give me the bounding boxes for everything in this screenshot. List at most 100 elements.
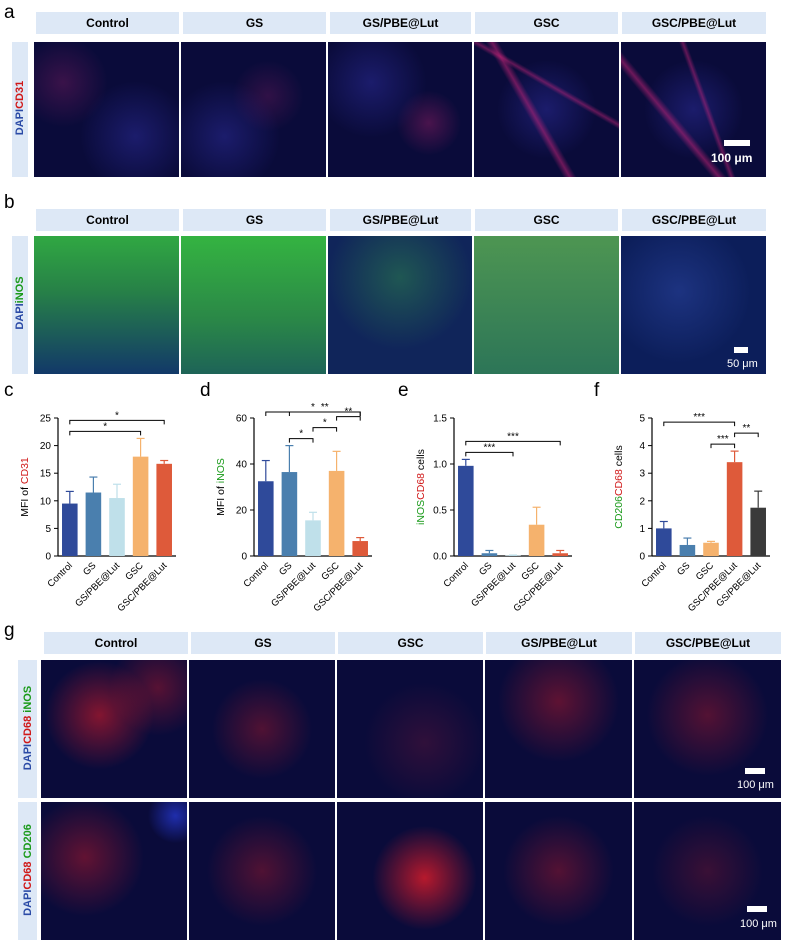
panel-label-f: f	[594, 380, 600, 401]
significance-label: ***	[693, 412, 705, 423]
y-tick-label: 4	[639, 441, 645, 452]
image-a-control	[34, 42, 179, 177]
image-b-gs	[181, 236, 326, 374]
stain-label-a: DAPICD31	[14, 80, 26, 136]
scale-text-a: 100 μm	[711, 151, 753, 165]
y-tick-label: 5	[639, 414, 645, 425]
stain-label-g1: DAPICD68 iNOS	[22, 685, 34, 771]
category-label: Control	[639, 560, 668, 589]
bar	[281, 472, 298, 556]
significance-label: *	[103, 421, 107, 432]
bar	[726, 462, 743, 556]
bar	[328, 470, 345, 556]
bar	[85, 492, 102, 556]
y-tick-label: 1	[639, 524, 645, 535]
scale-text-g1: 100 μm	[737, 779, 774, 791]
y-tick-label: 20	[236, 506, 248, 517]
y-tick-label: 20	[40, 441, 52, 452]
image-b-gsc-pbe-lut	[621, 236, 766, 374]
header-b-gs: GS	[183, 209, 326, 231]
header-g-gs: GS	[191, 632, 335, 654]
significance-label: *	[299, 429, 303, 440]
significance-label: *	[323, 418, 327, 429]
header-b-gs-pbe-lut: GS/PBE@Lut	[330, 209, 471, 231]
category-label: Control	[441, 560, 470, 589]
stain-label-bg-a	[12, 42, 28, 177]
significance-bracket	[465, 440, 561, 446]
scale-text-b: 50 μm	[727, 358, 758, 370]
bar	[132, 456, 149, 556]
image-g1-control	[41, 660, 187, 798]
category-label: GS	[477, 560, 494, 577]
header-a-gs-pbe-lut: GS/PBE@Lut	[330, 12, 471, 34]
y-tick-label: 2	[639, 496, 645, 507]
panel-label-c: c	[4, 380, 14, 401]
y-tick-label: 0	[639, 552, 645, 563]
scale-bar-g2	[747, 906, 767, 912]
image-g1-gsc-pbe-lut	[634, 660, 781, 798]
header-b-gsc-pbe-lut: GSC/PBE@Lut	[622, 209, 766, 231]
bar	[750, 507, 766, 556]
significance-bracket	[734, 432, 759, 438]
panel-label-b: b	[4, 192, 15, 213]
y-tick-label: 0	[45, 552, 51, 563]
significance-label: *	[311, 402, 315, 413]
scale-bar-g1	[745, 768, 765, 774]
y-tick-label: 3	[639, 469, 645, 480]
image-g2-gsc	[337, 802, 483, 940]
header-g-gsc: GSC	[338, 632, 483, 654]
bar	[352, 541, 368, 556]
category-label: GS	[277, 560, 294, 577]
significance-bracket	[69, 430, 142, 436]
y-tick-label: 1.0	[433, 460, 447, 471]
significance-label: *	[115, 410, 119, 421]
image-g2-gsc-pbe-lut	[634, 802, 781, 940]
image-g1-gs	[189, 660, 335, 798]
header-a-gs: GS	[183, 12, 326, 34]
image-a-gs	[181, 42, 326, 177]
significance-bracket	[265, 411, 361, 416]
image-a-gs-pbe-lut	[328, 42, 472, 177]
header-b-gsc: GSC	[475, 209, 618, 231]
panel-label-g: g	[4, 620, 15, 641]
y-axis-label: iNOSCD68 cells	[415, 449, 427, 525]
significance-label: ***	[484, 442, 496, 453]
y-tick-label: 60	[236, 414, 248, 425]
header-a-control: Control	[36, 12, 179, 34]
stain-label-bg-b	[12, 236, 28, 374]
significance-bracket	[69, 419, 165, 425]
bar	[703, 542, 719, 556]
significance-label: **	[743, 423, 751, 434]
image-g1-gsc	[337, 660, 483, 798]
y-axis-label: CD206CD68 cells	[613, 445, 625, 528]
category-label: Control	[241, 560, 270, 589]
stain-label-bg-g1	[18, 660, 37, 798]
image-g1-gs-pbe-lut	[485, 660, 632, 798]
panel-label-a: a	[4, 2, 15, 23]
scale-bar-a	[724, 140, 750, 146]
significance-bracket	[312, 427, 338, 432]
bar	[305, 520, 321, 556]
header-b-control: Control	[36, 209, 179, 231]
panel-label-d: d	[200, 380, 211, 401]
bar	[109, 498, 125, 556]
image-a-gsc-pbe-lut	[621, 42, 766, 177]
header-a-gsc: GSC	[475, 12, 618, 34]
bar	[156, 463, 172, 556]
category-label: Control	[45, 560, 74, 589]
significance-bracket	[465, 451, 514, 457]
bar	[481, 553, 498, 556]
significance-bracket	[288, 438, 314, 443]
image-g2-gs-pbe-lut	[485, 802, 632, 940]
y-tick-label: 0.0	[433, 552, 447, 563]
panel-label-e: e	[398, 380, 409, 401]
y-tick-label: 5	[45, 524, 51, 535]
y-tick-label: 10	[40, 496, 52, 507]
image-b-gsc	[474, 236, 619, 374]
bar	[258, 481, 274, 556]
image-b-control	[34, 236, 179, 374]
stain-label-b: DAPIiNOS	[14, 276, 26, 330]
